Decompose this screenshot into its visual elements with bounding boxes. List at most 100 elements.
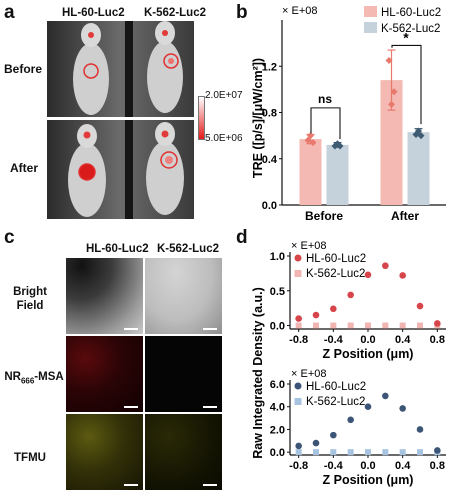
y-tick-label: 2.0 (270, 424, 285, 436)
bar (326, 144, 349, 205)
y-axis-label: Raw Integrated Density (a.u.) (251, 287, 265, 459)
x-tick-label: -0.8 (289, 460, 308, 472)
data-point-circle (416, 302, 424, 310)
data-point-circle (364, 403, 372, 411)
data-point (415, 127, 422, 135)
panel-a-col-header-hl60: HL-60-Luc2 (62, 7, 125, 19)
data-point-circle (399, 272, 406, 279)
micrograph-bright-k562 (145, 258, 222, 334)
row-label-bright-field: Bright Field (13, 286, 47, 312)
legend-label: K-562-Luc2 (381, 23, 440, 35)
data-point (390, 88, 398, 96)
data-point-circle (434, 320, 441, 327)
colorbar-min-label: 5.0E+06 (205, 133, 243, 144)
significance-label: * (403, 29, 409, 45)
mouse-image-after (47, 120, 194, 219)
data-point-square (313, 449, 319, 456)
x-tick-label: -0.4 (324, 334, 344, 346)
significance-label: ns (318, 92, 332, 106)
data-point-circle (416, 426, 424, 433)
data-point-square (382, 449, 389, 456)
data-point-square (295, 322, 302, 329)
legend-swatch (364, 6, 377, 17)
data-point (304, 136, 312, 144)
panel-c-col-header-hl60: HL-60-Luc2 (86, 243, 149, 255)
legend-label: K-562-Luc2 (306, 268, 365, 280)
bar (407, 132, 430, 205)
data-point-square (399, 449, 406, 456)
data-point-square (347, 449, 354, 456)
data-point-circle (434, 447, 441, 454)
bar (380, 80, 403, 205)
x-axis-label: Z Position (μm) (323, 347, 414, 361)
nr-prefix: NR (4, 371, 21, 383)
panel-d-label: d (236, 227, 248, 248)
micrograph-tfmu-k562 (145, 414, 222, 490)
panel-c-label: c (4, 227, 15, 248)
x-tick-label: -0.4 (324, 460, 344, 472)
panel-a-row-before: Before (4, 62, 43, 76)
legend-label: K-562-Luc2 (306, 396, 365, 408)
multiplier-label: × E+08 (291, 240, 326, 252)
data-point-square (330, 322, 337, 329)
data-point-circle (295, 315, 302, 322)
y-tick-label: 0.0 (262, 200, 277, 212)
data-point-square (365, 322, 371, 329)
data-point-circle (312, 311, 320, 319)
mouse-image-before (47, 21, 194, 117)
data-point-circle (347, 291, 354, 299)
x-tick-label: 0.0 (360, 334, 375, 346)
y-tick-label: 0.5 (270, 286, 285, 298)
micrograph-nr-hl60 (66, 336, 143, 412)
x-tick-label: 0.8 (430, 334, 445, 346)
data-point (385, 56, 393, 64)
panel-a-col-header-k562: K-562-Luc2 (144, 7, 206, 19)
data-point-circle (382, 262, 389, 270)
panel-c-col-header-k562: K-562-Luc2 (157, 243, 219, 255)
scale-bar (124, 406, 138, 408)
y-tick-label: 0.0 (270, 321, 285, 333)
x-tick-label: Before (305, 209, 343, 223)
legend-marker (294, 398, 302, 405)
panel-a-row-after: After (10, 161, 39, 175)
scale-bar (203, 484, 217, 486)
data-point-circle (330, 305, 337, 313)
legend-label: HL-60-Luc2 (306, 381, 366, 393)
data-point (309, 139, 317, 147)
data-point (307, 132, 314, 140)
multiplier-label: × E+08 (282, 5, 317, 17)
legend-label: HL-60-Luc2 (306, 253, 366, 265)
y-tick-label: 4.0 (270, 402, 285, 414)
data-point (388, 100, 395, 108)
data-point-circle (330, 431, 337, 439)
scale-bar (203, 328, 217, 330)
data-point-square (295, 449, 302, 456)
legend-marker (294, 254, 302, 262)
y-tick-label: 1.2 (262, 61, 277, 73)
y-axis-label: TRE ([p/s]/[μW/cm²]) (251, 58, 265, 178)
y-tick-label: 1.0 (270, 251, 285, 263)
bar (299, 139, 322, 205)
row-label-tfmu: TFMU (14, 452, 46, 464)
legend-swatch (364, 22, 377, 33)
micrograph-bright-hl60 (66, 258, 143, 334)
panel-b-label: b (236, 2, 248, 23)
legend-label: HL-60-Luc2 (381, 7, 441, 19)
legend-marker (294, 270, 302, 277)
x-axis-label: Z Position (μm) (323, 473, 414, 487)
micrograph-nr-k562 (145, 336, 222, 412)
x-tick-label: After (391, 209, 419, 223)
legend-marker (294, 382, 302, 390)
x-tick-label: 0.4 (395, 460, 411, 472)
data-point-circle (382, 392, 389, 400)
y-tick-label: 6.0 (270, 379, 285, 391)
data-point-square (382, 322, 389, 329)
significance-bracket (310, 107, 341, 140)
data-point-square (330, 449, 337, 456)
data-point-square (399, 322, 406, 329)
x-tick-label: -0.8 (289, 334, 308, 346)
data-point-square (417, 449, 423, 456)
data-point-circle (295, 442, 302, 450)
nr-suffix: -MSA (34, 371, 64, 383)
data-point-square (365, 449, 371, 456)
